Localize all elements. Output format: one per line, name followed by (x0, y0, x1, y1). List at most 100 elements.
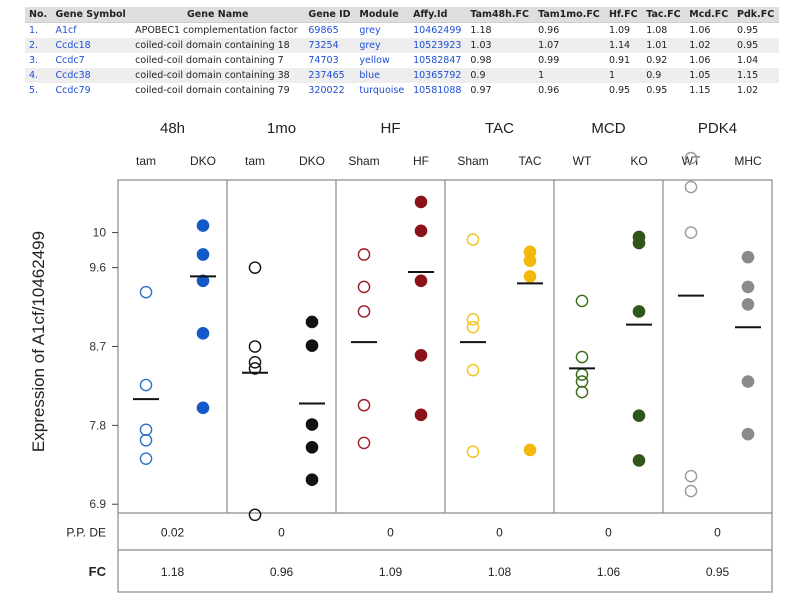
data-point (139, 285, 153, 299)
fc-value: 1.06 (689, 55, 711, 66)
gene-id-link[interactable]: 320022 (308, 85, 345, 96)
panel-title: MCD (591, 120, 625, 137)
fc-value: 1.15 (733, 68, 779, 83)
affy-id-link[interactable]: 10365792 (409, 68, 467, 83)
affy-id-link[interactable]: 10462499 (413, 25, 462, 36)
ppde-value: 0.02 (161, 526, 185, 540)
table-header: Affy.Id (409, 7, 467, 23)
module-link[interactable]: blue (355, 68, 410, 83)
data-point (466, 320, 480, 334)
table-header: Tam1mo.FC (534, 7, 605, 23)
data-point (139, 433, 153, 447)
table-header: Tam48h.FC (466, 7, 535, 23)
data-point (523, 443, 537, 457)
gene-id-link[interactable]: 69865 (308, 25, 339, 36)
table-header: Module (355, 7, 410, 23)
fc-value: 1 (604, 68, 643, 83)
data-point (741, 375, 755, 388)
table-row: 3. Ccdc7 coiled-coil domain containing 7… (25, 53, 779, 68)
table-header: Gene Symbol (51, 7, 132, 23)
row-number: 1. (29, 25, 39, 36)
data-point (466, 233, 480, 246)
module-link[interactable]: grey (355, 38, 410, 53)
gene-symbol-link[interactable]: Ccdc38 (51, 68, 132, 83)
group-label: tam (245, 154, 265, 168)
data-point (305, 440, 319, 454)
data-point (305, 473, 319, 487)
table-header: Mcd.FC (685, 7, 734, 23)
affy-id-link[interactable]: 10581088 (413, 85, 462, 96)
affy-id-link[interactable]: 10582847 (413, 55, 462, 66)
affy-id-link[interactable]: 10523923 (409, 38, 467, 53)
fc-value: 1.06 (597, 565, 621, 579)
fc-value: 0.91 (608, 55, 631, 66)
fc-value: 1.03 (466, 38, 535, 53)
gene-symbol-link[interactable]: Ccdc7 (55, 55, 85, 66)
y-tick-label: 9.6 (89, 261, 106, 275)
data-point (684, 484, 698, 498)
data-point (248, 362, 262, 375)
gene-symbol-link[interactable]: A1cf (55, 25, 77, 36)
fc-value: 0.92 (646, 55, 668, 66)
fc-value: 1.09 (379, 565, 403, 579)
data-point (305, 339, 319, 352)
fc-value: 0.99 (538, 55, 560, 66)
group-label: Sham (348, 154, 379, 168)
table-row: 4. Ccdc38 coiled-coil domain containing … (25, 68, 779, 83)
table-header: Gene Name (131, 7, 305, 23)
gene-id-link[interactable]: 73254 (304, 38, 356, 53)
module-link[interactable]: yellow (359, 55, 390, 66)
fc-value: 0.95 (646, 85, 668, 96)
data-point (414, 274, 428, 288)
table-header: Gene ID (304, 7, 356, 23)
group-label: WT (573, 154, 592, 168)
group-label: TAC (518, 154, 541, 168)
data-point (684, 469, 698, 483)
fc-value: 1.14 (604, 38, 643, 53)
group-label: KO (630, 154, 647, 168)
data-point (741, 298, 755, 311)
data-point (632, 305, 646, 318)
data-point (414, 408, 428, 422)
data-point (632, 409, 646, 423)
gene-id-link[interactable]: 237465 (304, 68, 356, 83)
gene-name: coiled-coil domain containing 38 (131, 68, 305, 83)
gene-id-link[interactable]: 74703 (308, 55, 339, 66)
module-link[interactable]: grey (359, 25, 381, 36)
y-tick-label: 7.8 (89, 418, 106, 432)
data-point (575, 385, 589, 399)
group-label: Sham (457, 154, 488, 168)
fc-value: 0.96 (538, 25, 560, 36)
data-point (305, 315, 319, 329)
data-point (196, 401, 210, 415)
fc-value: 1.08 (646, 25, 668, 36)
gene-name: coiled-coil domain containing 79 (135, 85, 290, 96)
data-point (305, 418, 319, 431)
row-number: 2. (25, 38, 52, 53)
gene-symbol-link[interactable]: Ccdc79 (55, 85, 91, 96)
table-row: 2. Ccdc18 coiled-coil domain containing … (25, 38, 779, 53)
fc-row-label: FC (89, 564, 107, 579)
gene-symbol-link[interactable]: Ccdc18 (51, 38, 132, 53)
fc-value: 1.09 (608, 25, 631, 36)
row-number: 4. (25, 68, 52, 83)
fc-value: 1.02 (737, 85, 759, 96)
fc-value: 1.08 (488, 565, 512, 579)
data-point (196, 219, 210, 232)
data-point (414, 348, 428, 362)
data-point (684, 226, 698, 239)
data-point (248, 355, 262, 369)
module-link[interactable]: turquoise (359, 85, 405, 96)
fc-value: 0.95 (706, 565, 730, 579)
gene-name: coiled-coil domain containing 7 (135, 55, 284, 66)
fc-value: 0.9 (642, 68, 686, 83)
data-point (741, 250, 755, 264)
data-point (466, 363, 480, 377)
panel-title: TAC (485, 120, 514, 137)
data-point (139, 423, 153, 437)
table-row: 5. Ccdc79 coiled-coil domain containing … (25, 83, 779, 98)
panel-title: 48h (160, 120, 185, 137)
y-tick-label: 6.9 (89, 497, 106, 511)
group-label: DKO (299, 154, 325, 168)
data-point (466, 445, 480, 458)
